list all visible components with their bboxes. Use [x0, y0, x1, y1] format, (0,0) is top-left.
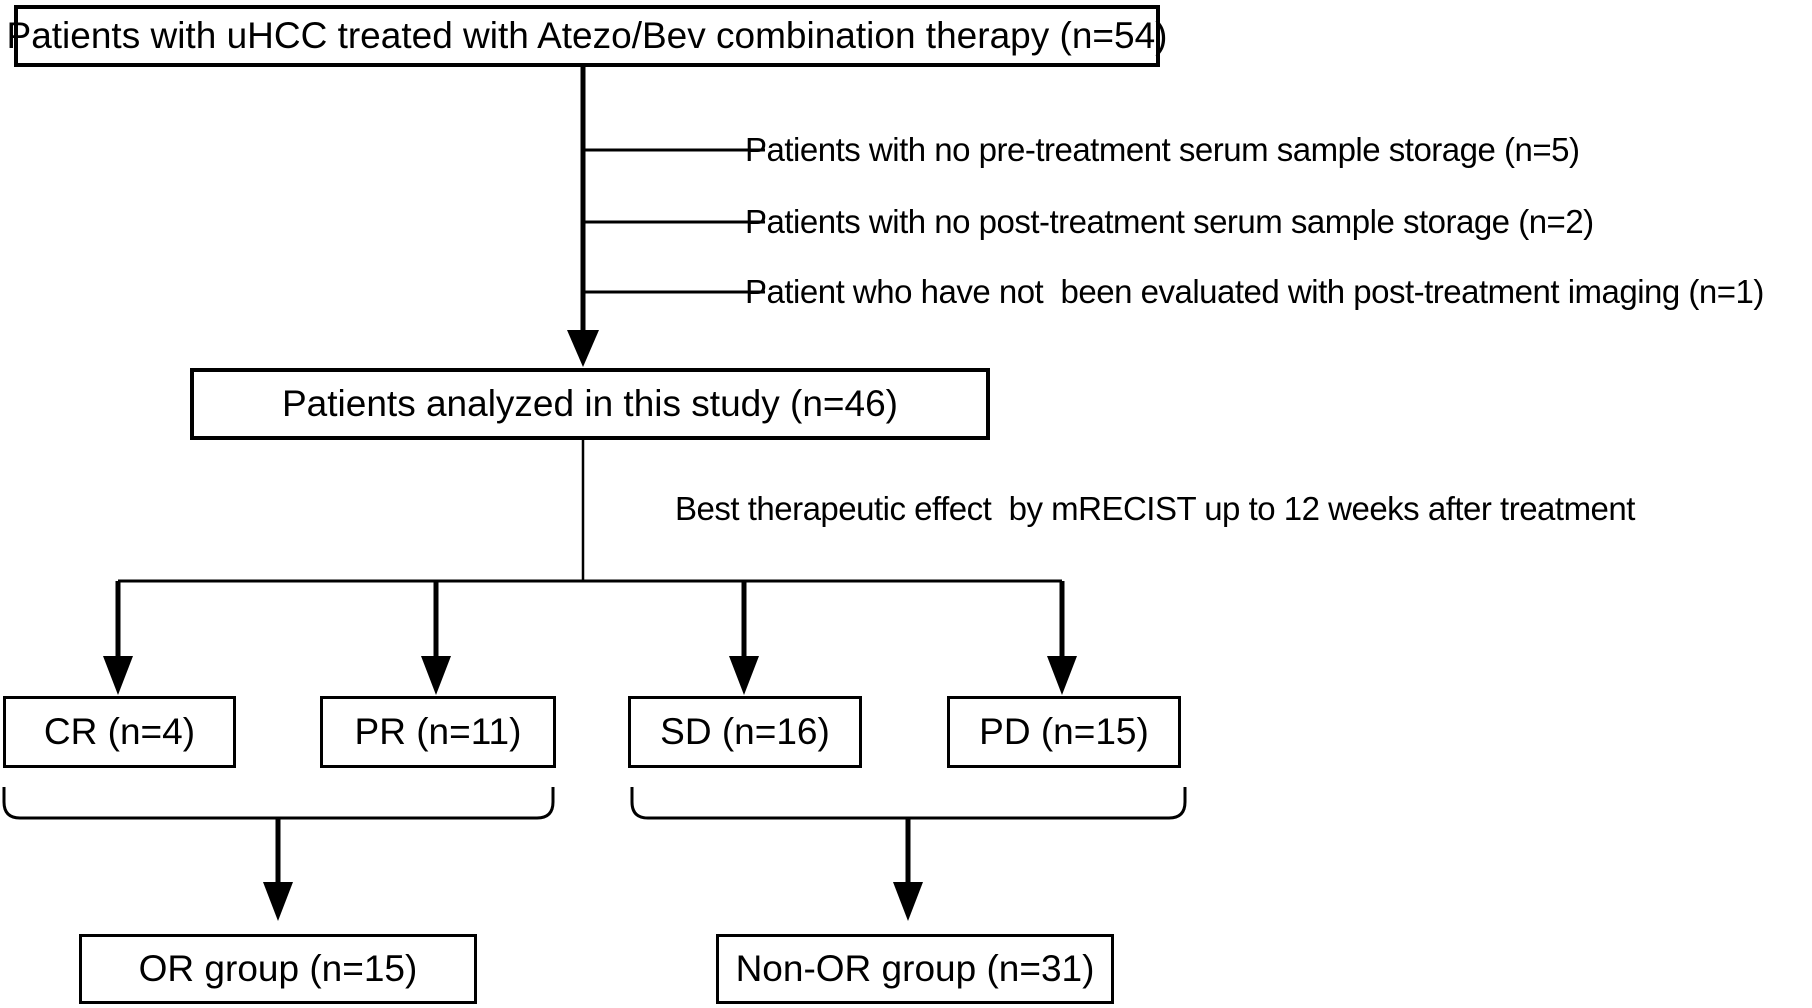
- node-analyzed-patients: Patients analyzed in this study (n=46): [190, 368, 990, 440]
- node-or-group: OR group (n=15): [79, 934, 477, 1004]
- node-sd-label: SD (n=16): [660, 710, 830, 752]
- arrow-to-cr: [103, 581, 133, 695]
- node-uhcc-patients: Patients with uHCC treated with Atezo/Be…: [7, 5, 1167, 67]
- node-pd: PD (n=15): [947, 696, 1181, 768]
- arrow-to-or-group: [263, 818, 293, 921]
- node-uhcc-patients-label: Patients with uHCC treated with Atezo/Be…: [6, 14, 1168, 56]
- node-non-or-group: Non-OR group (n=31): [716, 934, 1114, 1004]
- node-pd-label: PD (n=15): [979, 710, 1149, 752]
- exclusion-label-no-posttreatment-imaging: Patient who have not been evaluated with…: [745, 273, 1764, 310]
- arrow-to-sd: [729, 581, 759, 695]
- node-or-group-label: OR group (n=15): [138, 947, 418, 989]
- node-pr-label: PR (n=11): [354, 710, 522, 752]
- node-sd: SD (n=16): [628, 696, 862, 768]
- branch-caption-mrecist: Best therapeutic effect by mRECIST up to…: [675, 490, 1635, 527]
- exclusion-label-no-posttreatment-serum: Patients with no post-treatment serum sa…: [745, 203, 1594, 240]
- bracket-or-group: [2, 787, 555, 820]
- arrow-to-pr: [421, 581, 451, 695]
- node-analyzed-patients-label: Patients analyzed in this study (n=46): [282, 382, 898, 424]
- exclusion-label-no-pretreatment-serum: Patients with no pre-treatment serum sam…: [745, 131, 1580, 168]
- arrow-to-non-or-group: [893, 818, 923, 921]
- node-cr: CR (n=4): [3, 696, 236, 768]
- node-cr-label: CR (n=4): [43, 710, 196, 752]
- bracket-non-or-group: [630, 787, 1187, 820]
- node-non-or-group-label: Non-OR group (n=31): [735, 947, 1095, 989]
- node-pr: PR (n=11): [320, 696, 556, 768]
- arrow-to-pd: [1047, 581, 1077, 695]
- arrow-top-to-analyzed: [567, 66, 599, 367]
